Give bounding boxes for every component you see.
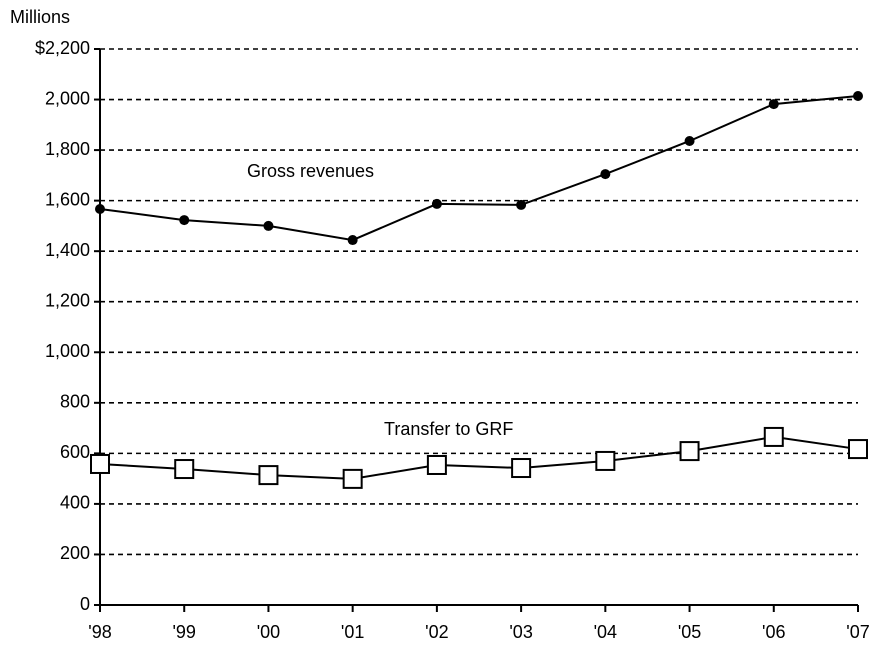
y-axis-unit: Millions: [10, 7, 70, 27]
x-tick-label: '07: [846, 622, 869, 642]
marker: [90, 453, 110, 474]
series-line: [99, 95, 859, 242]
marker: [174, 459, 195, 480]
y-tick-label: 2,000: [45, 88, 90, 108]
y-tick-label: 1,600: [45, 189, 90, 209]
marker: [263, 220, 274, 231]
marker: [95, 203, 105, 214]
x-tick-label: '98: [88, 622, 111, 642]
y-tick-label: 600: [60, 442, 90, 462]
y-tick-label: 400: [60, 493, 90, 513]
marker: [342, 468, 363, 489]
x-tick-label: '03: [509, 622, 532, 642]
marker: [347, 235, 358, 246]
marker: [848, 439, 868, 460]
x-tick-label: '05: [678, 622, 701, 642]
series-label: Transfer to GRF: [384, 419, 513, 439]
y-tick-label: 0: [80, 594, 90, 614]
marker: [258, 465, 279, 486]
marker: [516, 199, 527, 210]
marker: [684, 135, 695, 146]
x-tick-label: '04: [594, 622, 617, 642]
marker: [426, 454, 447, 475]
x-tick-label: '02: [425, 622, 448, 642]
marker: [179, 215, 190, 226]
marker: [511, 458, 532, 479]
y-tick-label: $2,200: [35, 38, 90, 58]
marker: [853, 91, 863, 102]
y-tick-label: 1,400: [45, 240, 90, 260]
marker: [679, 441, 700, 462]
x-tick-label: '00: [257, 622, 280, 642]
series-line: [99, 435, 859, 480]
y-tick-label: 1,200: [45, 290, 90, 310]
marker: [768, 99, 779, 110]
y-tick-label: 200: [60, 543, 90, 563]
series-label: Gross revenues: [247, 161, 374, 181]
marker: [431, 198, 442, 209]
marker: [763, 426, 784, 447]
y-tick-label: 1,000: [45, 341, 90, 361]
x-tick-label: '99: [172, 622, 195, 642]
y-tick-label: 1,800: [45, 139, 90, 159]
marker: [600, 169, 611, 180]
x-tick-label: '06: [762, 622, 785, 642]
marker: [595, 450, 616, 471]
y-tick-label: 800: [60, 392, 90, 412]
x-tick-label: '01: [341, 622, 364, 642]
